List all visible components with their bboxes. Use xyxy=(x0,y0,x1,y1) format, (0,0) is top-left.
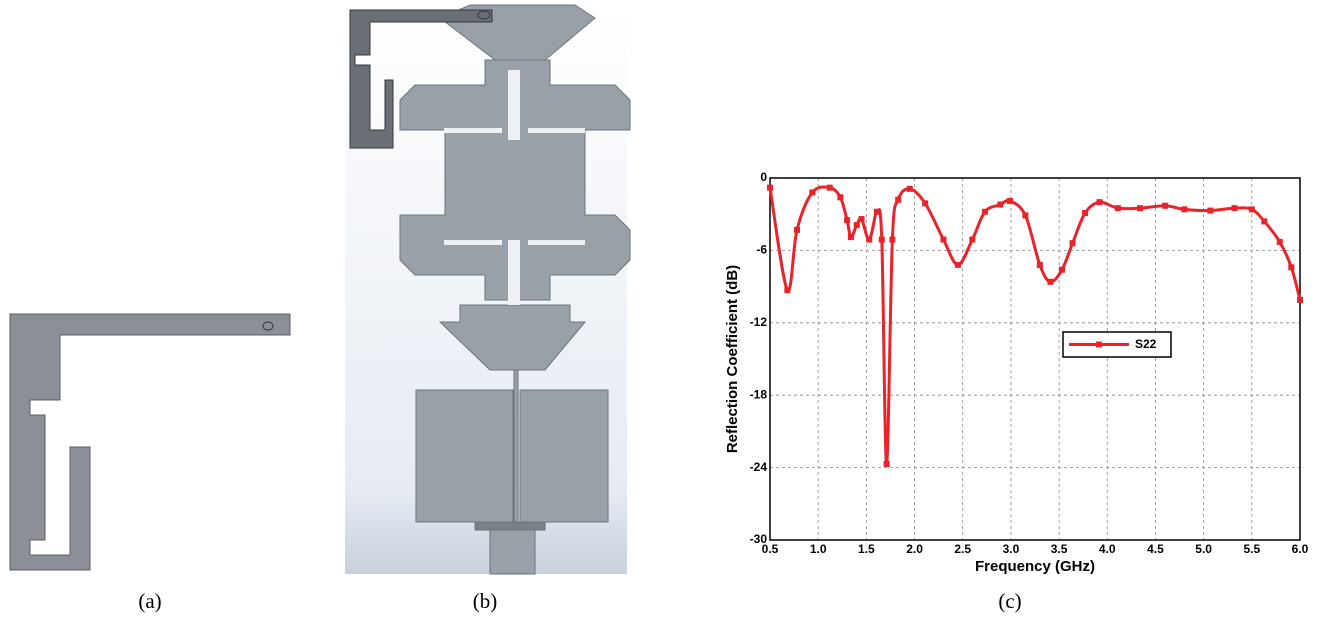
x-tick-label: 3.0 xyxy=(1003,542,1020,556)
x-tick-label: 3.5 xyxy=(1051,542,1068,556)
marker xyxy=(879,237,885,243)
marker xyxy=(907,186,913,192)
marker xyxy=(895,197,901,203)
marker xyxy=(889,237,895,243)
marker xyxy=(1277,239,1283,245)
x-tick-label: 1.5 xyxy=(858,542,875,556)
x-tick-label: 2.0 xyxy=(906,542,923,556)
marker xyxy=(1022,212,1028,218)
x-tick-label: 4.0 xyxy=(1099,542,1116,556)
x-tick-label: 2.5 xyxy=(954,542,971,556)
marker xyxy=(922,200,928,206)
marker xyxy=(1059,267,1065,273)
x-tick-label: 4.5 xyxy=(1147,542,1164,556)
legend-label: S22 xyxy=(1135,337,1157,351)
marker xyxy=(784,287,790,293)
y-tick-label: -18 xyxy=(750,387,768,401)
caption: (c) xyxy=(998,589,1021,613)
x-tick-label: 6.0 xyxy=(1292,542,1309,556)
marker xyxy=(940,237,946,243)
y-tick-label: -30 xyxy=(750,532,768,546)
marker xyxy=(1070,240,1076,246)
marker xyxy=(827,185,833,191)
marker xyxy=(1162,203,1168,209)
marker xyxy=(969,237,975,243)
marker xyxy=(997,202,1003,208)
antenna-layout xyxy=(345,5,630,574)
antenna-element xyxy=(10,314,290,570)
x-tick-label: 1.0 xyxy=(810,542,827,556)
marker xyxy=(1047,279,1053,285)
marker xyxy=(854,222,860,228)
marker xyxy=(884,461,890,467)
marker xyxy=(1261,218,1267,224)
marker xyxy=(1249,206,1255,212)
legend-marker xyxy=(1096,342,1102,348)
x-tick-label: 5.0 xyxy=(1195,542,1212,556)
x-tick-label: 5.5 xyxy=(1243,542,1260,556)
figure: (a) (b) (c) Frequency (GHz) Reflection C… xyxy=(0,0,1320,617)
y-tick-label: -6 xyxy=(756,243,767,257)
marker xyxy=(955,262,961,268)
marker xyxy=(837,194,843,200)
marker xyxy=(767,185,773,191)
marker xyxy=(874,209,880,215)
marker xyxy=(859,216,865,222)
caption: (b) xyxy=(473,589,498,613)
marker xyxy=(794,227,800,233)
y-axis-label: Reflection Coefficient (dB) xyxy=(724,265,741,453)
marker xyxy=(809,189,815,195)
marker xyxy=(1007,198,1013,204)
marker xyxy=(844,217,850,223)
y-tick-label: 0 xyxy=(760,170,767,184)
marker xyxy=(1037,262,1043,268)
marker xyxy=(1288,264,1294,270)
marker xyxy=(1231,205,1237,211)
x-axis-label: Frequency (GHz) xyxy=(975,558,1095,575)
marker xyxy=(1297,297,1303,303)
marker xyxy=(866,237,872,243)
marker xyxy=(1097,199,1103,205)
y-tick-label: -12 xyxy=(750,315,768,329)
marker xyxy=(982,209,988,215)
marker xyxy=(1082,210,1088,216)
marker xyxy=(1207,208,1213,214)
marker xyxy=(1137,205,1143,211)
marker xyxy=(1115,205,1121,211)
caption: (a) xyxy=(138,589,161,613)
marker xyxy=(848,234,854,240)
marker xyxy=(1181,206,1187,212)
y-tick-label: -24 xyxy=(750,460,768,474)
